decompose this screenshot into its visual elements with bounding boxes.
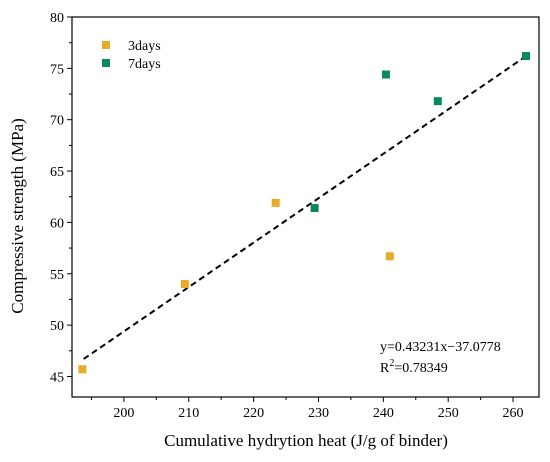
plot-frame — [71, 16, 540, 398]
fit-line — [83, 55, 527, 360]
legend-marker-7days — [102, 59, 110, 67]
x-tick-label: 230 — [308, 406, 329, 421]
data-point-7days — [433, 97, 442, 106]
y-tick-label: 55 — [50, 268, 64, 283]
fit-line-group — [83, 55, 527, 360]
legend-marker-3days — [102, 41, 110, 49]
x-tick-label: 240 — [373, 406, 394, 421]
data-point-3days — [271, 198, 280, 207]
ticks: 200 210 220 230 240 250 260 45 50 55 60 65 70 75 80 — [50, 11, 524, 421]
legend-label-3days: 3days — [128, 39, 161, 54]
x-tick-label: 220 — [243, 406, 264, 421]
fit-equation: y=0.43231x−37.0778 — [380, 340, 501, 355]
data-point-7days — [381, 70, 390, 79]
x-tick-label: 250 — [438, 406, 459, 421]
y-tick-label: 65 — [50, 165, 64, 180]
x-tick-label: 260 — [503, 406, 524, 421]
r-squared-value: =0.78349 — [394, 361, 447, 376]
x-tick-label: 200 — [113, 406, 134, 421]
legend: 3days 7days — [102, 39, 161, 72]
x-tick-label: 210 — [178, 406, 199, 421]
y-tick-label: 70 — [50, 114, 64, 129]
data-point-7days — [522, 52, 531, 61]
y-tick-label: 80 — [50, 11, 64, 26]
data-point-3days — [385, 252, 394, 261]
y-tick-label: 45 — [50, 370, 64, 385]
legend-label-7days: 7days — [128, 57, 161, 72]
r-squared-sup: 2 — [389, 358, 394, 369]
y-axis-title: Compressive strength (MPa) — [8, 118, 27, 313]
r-squared: R2=0.78349 — [380, 358, 448, 376]
data-point-3days — [180, 280, 189, 289]
data-points — [78, 52, 531, 374]
y-tick-label: 75 — [50, 62, 64, 77]
r-squared-prefix: R — [380, 361, 390, 376]
x-axis-title: Cumulative hydrytion heat (J/g of binder… — [164, 431, 448, 450]
y-tick-label: 60 — [50, 216, 64, 231]
data-point-3days — [78, 365, 87, 374]
data-point-7days — [310, 204, 319, 213]
axes — [71, 16, 540, 398]
y-tick-label: 50 — [50, 319, 64, 334]
